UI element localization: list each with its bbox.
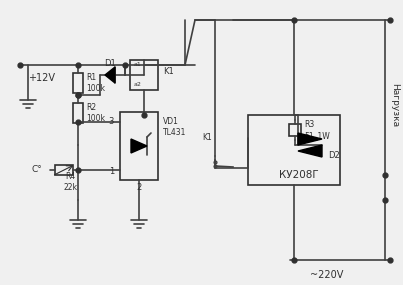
Text: a1: a1 [134,62,142,68]
Polygon shape [298,133,322,145]
Text: 2: 2 [136,184,141,192]
Text: R4
22k: R4 22k [63,172,77,192]
Polygon shape [105,67,115,83]
Text: +12V: +12V [28,73,55,83]
Text: R1
100k: R1 100k [86,73,105,93]
Bar [55,165,73,175]
Text: VD1
TL431: VD1 TL431 [163,117,186,137]
Text: C°: C° [31,166,42,174]
Text: Нагрузка: Нагрузка [391,83,399,127]
Text: K1: K1 [163,68,174,76]
Text: 3: 3 [109,117,114,127]
Polygon shape [131,139,147,153]
Text: R3
51_1W: R3 51_1W [304,120,330,140]
Bar [289,124,301,136]
Text: D2: D2 [328,150,340,160]
Bar [73,103,83,123]
Polygon shape [298,145,322,157]
Text: D1: D1 [104,58,116,68]
Bar [73,73,83,93]
Text: a2: a2 [134,82,142,87]
Text: КУ208Г: КУ208Г [279,170,319,180]
Bar [130,60,158,90]
Text: ~220V: ~220V [310,270,343,280]
Bar [120,112,158,180]
Text: K1: K1 [202,133,212,142]
Text: 1: 1 [109,168,114,176]
Text: R2
100k: R2 100k [86,103,105,123]
Bar [248,115,340,185]
